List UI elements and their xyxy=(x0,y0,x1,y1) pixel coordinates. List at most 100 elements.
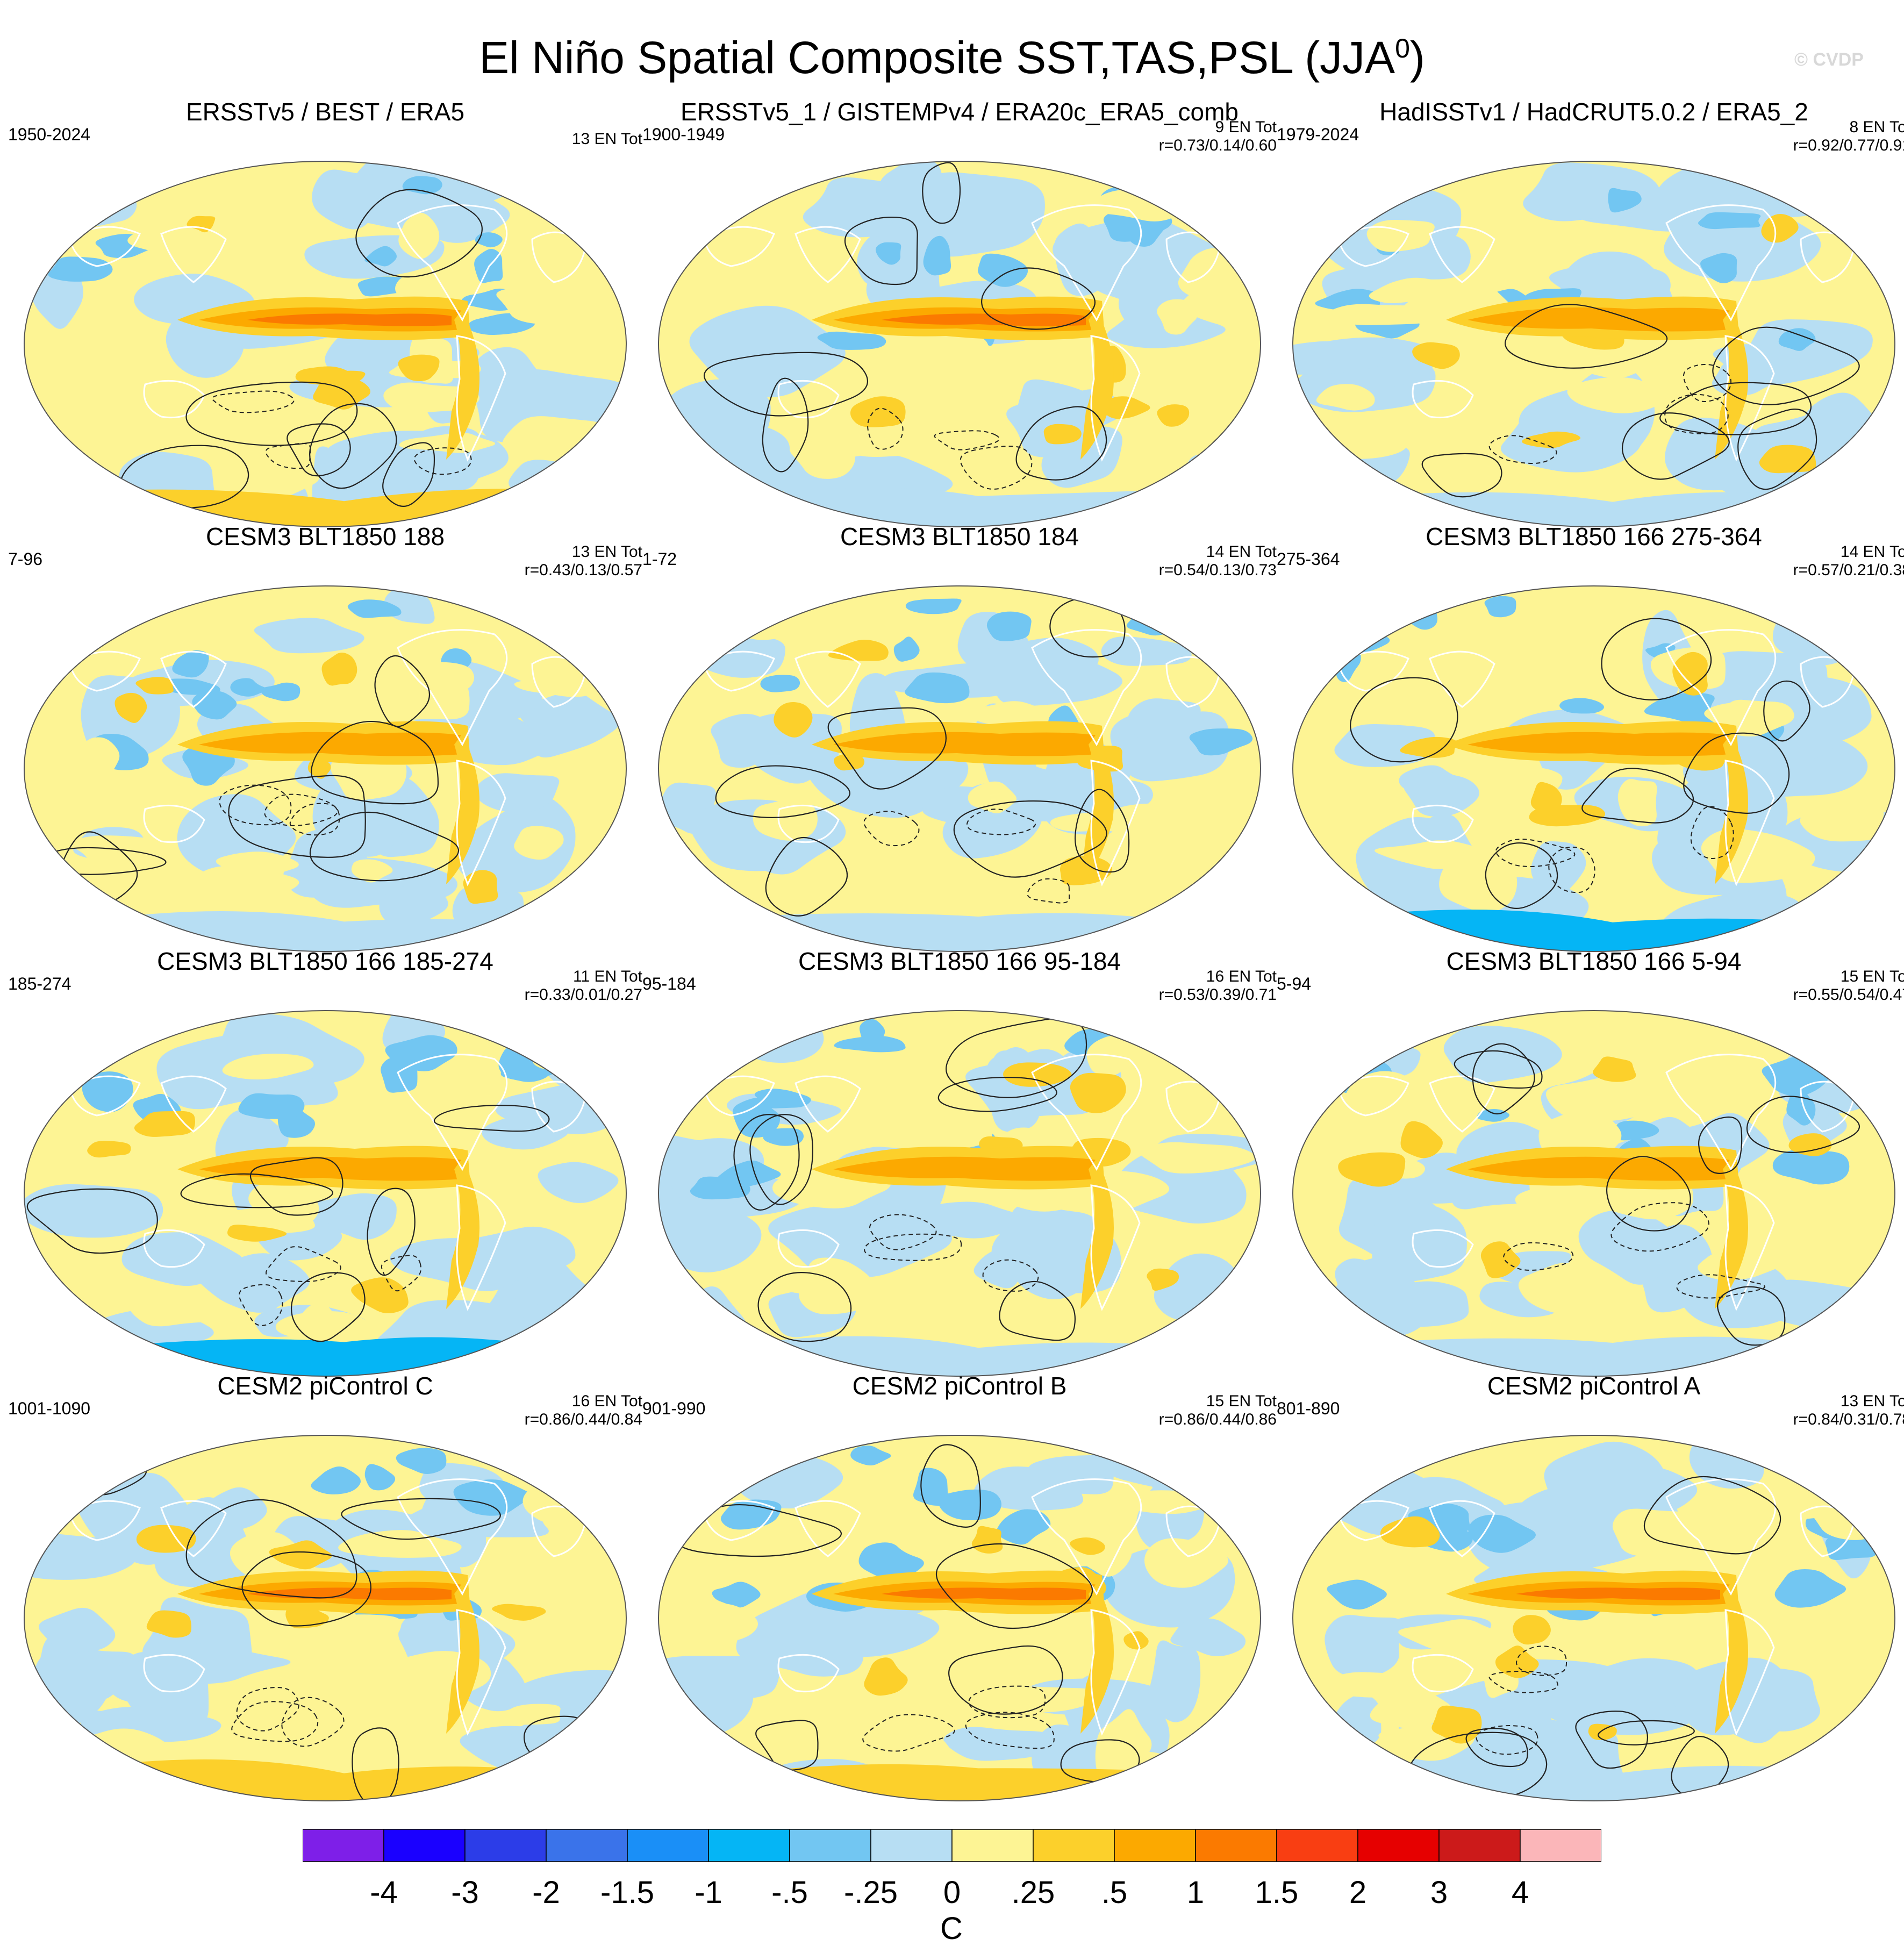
cool-anomaly-region xyxy=(986,611,1032,641)
cool-anomaly-region xyxy=(1147,1443,1261,1476)
warm-anomaly-region xyxy=(1811,252,1859,285)
psl-contour-positive xyxy=(1746,1096,1860,1153)
warm-anomaly-region xyxy=(967,701,1047,728)
warm-anomaly-region xyxy=(1076,1524,1132,1577)
psl-contour-positive xyxy=(311,721,439,805)
cool-anomaly-region xyxy=(511,1270,575,1308)
panel-pattern-correlation: r=0.55/0.54/0.47 xyxy=(1793,986,1904,1004)
coastline xyxy=(397,204,508,322)
panel-event-count: 15 EN Tot xyxy=(1840,968,1904,985)
panel-event-count: 13 EN Tot xyxy=(571,130,642,148)
cool-anomaly-region xyxy=(711,713,773,768)
el-nino-warm-core xyxy=(833,732,1098,756)
coastline xyxy=(531,656,587,708)
psl-contour-positive xyxy=(367,1187,416,1276)
warm-anomaly-region xyxy=(1593,1056,1636,1082)
coastline xyxy=(1337,1075,1409,1117)
panel-pattern-correlation: r=0.54/0.13/0.73 xyxy=(1158,561,1277,579)
coastline xyxy=(1090,1184,1141,1311)
cool-anomaly-region xyxy=(1531,841,1586,895)
coastline xyxy=(703,226,775,267)
cool-anomaly-region xyxy=(834,1035,906,1053)
psl-contour-positive xyxy=(981,267,1096,330)
psl-contour-negative xyxy=(1610,1202,1709,1252)
panel-pattern-correlation: r=0.33/0.01/0.27 xyxy=(524,986,642,1004)
panel-title: CESM3 BLT1850 184 xyxy=(840,523,1079,550)
panel-pattern-correlation: r=0.86/0.44/0.84 xyxy=(524,1411,642,1428)
cool-anomaly-region xyxy=(1404,772,1479,817)
coastline xyxy=(143,380,205,419)
panel-pattern-correlation: r=0.53/0.39/0.71 xyxy=(1158,986,1277,1004)
cool-anomaly-region xyxy=(456,1226,576,1273)
warm-anomaly-region xyxy=(1439,851,1518,913)
coastline xyxy=(1429,226,1495,283)
psl-contour-positive xyxy=(382,442,435,507)
psl-contour-negative xyxy=(1488,435,1557,464)
psl-contour-positive xyxy=(1737,408,1817,490)
warm-anomaly-region xyxy=(187,216,216,233)
cool-anomaly-region xyxy=(254,618,364,654)
coastal-warm-strip xyxy=(1715,309,1748,460)
coastline xyxy=(160,1500,227,1557)
psl-contour-positive xyxy=(948,1645,1063,1715)
psl-contour-positive xyxy=(715,765,850,819)
panel-event-count: 13 EN Tot xyxy=(571,543,642,561)
warm-anomaly-region xyxy=(220,450,320,501)
cool-anomaly-region xyxy=(923,235,951,276)
cool-anomaly-region xyxy=(283,828,372,898)
coastline xyxy=(143,1229,205,1268)
cool-anomaly-region xyxy=(453,1479,531,1516)
warm-anomaly-region xyxy=(496,276,605,325)
composite-map xyxy=(1292,1010,1895,1377)
warm-anomaly-region xyxy=(114,692,147,723)
panel-pattern-correlation: r=0.84/0.31/0.78 xyxy=(1793,1411,1904,1428)
warm-anomaly-region xyxy=(500,1704,561,1725)
psl-contour-negative xyxy=(281,1697,345,1747)
warm-anomaly-region xyxy=(1144,428,1215,457)
panel-year-range: 1900-1949 xyxy=(642,125,725,144)
composite-map xyxy=(658,161,1261,527)
psl-contour-positive xyxy=(1350,677,1458,763)
psl-contour-positive xyxy=(762,377,809,473)
warm-anomaly-region xyxy=(1559,344,1665,378)
cool-anomaly-region xyxy=(978,253,1028,287)
psl-contour-positive xyxy=(1621,412,1730,480)
psl-contour-positive xyxy=(937,1077,1057,1112)
cool-anomaly-region xyxy=(1778,328,1816,351)
coastline xyxy=(397,1478,508,1596)
map-panel: CESM2 piControl A 801-890 13 EN Tot r=0.84/… xyxy=(1277,1371,1904,1801)
psl-contour-positive xyxy=(352,1727,399,1801)
cool-anomaly-region xyxy=(1173,611,1209,627)
coastline xyxy=(777,380,840,419)
psl-contour-negative xyxy=(231,1701,319,1742)
psl-contour-negative xyxy=(1664,394,1729,434)
warm-anomaly-region xyxy=(1515,1184,1595,1217)
psl-contour-negative xyxy=(1488,1670,1558,1693)
panel-year-range: 95-184 xyxy=(642,974,696,993)
warm-anomaly-region xyxy=(971,1526,1003,1554)
panel-year-range: 275-364 xyxy=(1277,549,1340,569)
composite-map xyxy=(1292,585,1895,952)
coastal-warm-strip xyxy=(446,1158,479,1309)
coastline xyxy=(777,804,840,843)
colorbar-segment xyxy=(1438,1829,1521,1862)
warm-anomaly-region xyxy=(1070,1072,1126,1113)
warm-anomaly-region xyxy=(774,702,813,738)
warm-anomaly-region xyxy=(1545,1075,1657,1122)
psl-contour-positive xyxy=(936,1543,1093,1629)
coastline xyxy=(1165,231,1221,283)
panel-pattern-correlation: r=0.73/0.14/0.60 xyxy=(1158,137,1277,154)
warm-anomaly-region xyxy=(1617,779,1657,827)
coastline xyxy=(1429,1075,1495,1133)
coastline xyxy=(1165,1081,1221,1133)
panel-title: HadISSTv1 / HadCRUT5.0.2 / ERA5_2 xyxy=(1379,98,1808,126)
psl-contour-positive xyxy=(185,381,358,446)
coastline xyxy=(1724,760,1775,886)
psl-contour-negative xyxy=(1503,1242,1574,1271)
panel-pattern-correlation: r=0.43/0.13/0.57 xyxy=(524,561,642,579)
coastline xyxy=(1800,1081,1856,1133)
coastal-warm-strip xyxy=(1715,1583,1748,1734)
psl-contour-negative xyxy=(1476,1725,1538,1755)
psl-contour-negative xyxy=(1495,839,1576,867)
warm-anomaly-region xyxy=(1380,1516,1440,1548)
